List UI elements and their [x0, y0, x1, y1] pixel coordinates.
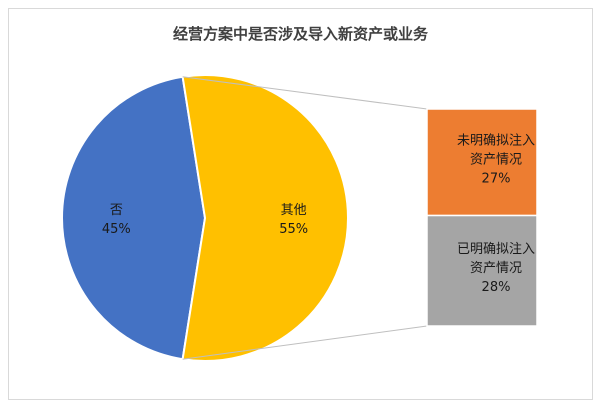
breakdown-label-line2-2: 资产情况	[470, 261, 522, 276]
breakdown-label-line1-2: 已明确拟注入	[457, 242, 535, 257]
breakdown-segment-1	[426, 108, 538, 217]
breakdown-value-2: 28%	[482, 280, 511, 295]
pie-slice-label-no: 否	[110, 203, 123, 218]
breakdown-value-1: 27%	[482, 171, 511, 186]
breakdown-label-line2-1: 资产情况	[470, 152, 522, 167]
breakdown-segment-2	[426, 214, 538, 327]
pie-slice-value-no: 45%	[102, 222, 131, 237]
connector-line-top	[182, 76, 428, 110]
pie-slice-no	[61, 75, 207, 361]
pie-slice-label-other: 其他	[281, 203, 307, 218]
chart-title: 经营方案中是否涉及导入新资产或业务	[172, 25, 428, 43]
pie-slice-value-other: 55%	[279, 222, 308, 237]
breakdown-label-line1-1: 未明确拟注入	[457, 133, 535, 148]
connector-line-bottom	[182, 325, 428, 360]
pie-slice-other	[181, 74, 350, 362]
